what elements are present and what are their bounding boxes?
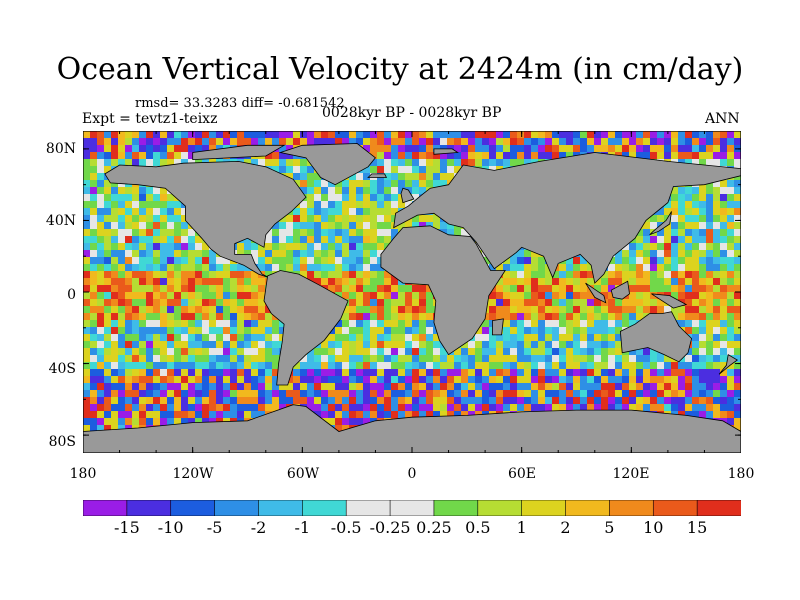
colorbar [83,500,741,516]
lon-label-0: 0 [407,466,417,482]
land-eurasia [393,152,741,284]
land-iceland [367,173,388,178]
ocean-velocity-map [83,131,741,453]
land-indonesia-2 [610,280,630,300]
land-new-guinea [651,293,688,309]
land-australia [619,311,693,363]
experiment-label: Expt = tevtz1-teixz [82,111,218,127]
lon-label-120w: 120W [172,466,214,482]
land-masses [83,143,741,453]
colorbar-swatch [170,500,216,516]
colorbar-label: 1 [516,518,527,537]
colorbar-swatch [126,500,172,516]
colorbar-swatch [258,500,303,516]
colorbar-swatch [302,500,347,516]
axis-ticks [83,131,741,453]
colorbar-swatch [433,500,479,516]
colorbar-label: 15 [686,518,708,537]
rmsd-diff-stats: rmsd= 33.3283 diff= -0.681542 [135,96,345,111]
colorbar-swatch [565,500,610,516]
land-svalbard [433,148,459,155]
lat-label-80n: 80N [45,141,76,157]
lon-label-60e: 60E [507,466,537,482]
colorbar-swatch [345,500,391,516]
colorbar-label: 0.25 [416,518,452,537]
colorbar-label: -0.25 [369,518,411,537]
colorbar-label: 0.5 [465,518,491,537]
lon-label-180w: 180 [69,466,97,482]
land-antarctica [83,404,741,453]
land-greenland [278,143,376,186]
colorbar-label: -1 [294,518,311,537]
colorbar-swatch [477,500,523,516]
land-new-zealand [718,353,739,375]
land-indonesia-1 [585,282,607,304]
colorbar-label: 5 [604,518,615,537]
lat-label-0: 0 [67,287,76,303]
colorbar-label: -5 [206,518,223,537]
colorbar-swatch [83,500,128,516]
period-label: 0028kyr BP - 0028kyr BP [322,105,502,121]
colorbar-swatch [521,500,567,516]
colorbar-label: 2 [560,518,571,537]
colorbar-swatch [214,500,260,516]
land-arctic-islands [192,144,286,161]
land-madagascar [491,318,504,336]
lat-label-40s: 40S [48,361,76,377]
land-south-america [263,270,349,386]
season-label: ANN [705,111,740,127]
colorbar-swatch [652,500,698,516]
colorbar-swatch [609,500,654,516]
land-north-america [104,160,307,279]
map-title: Ocean Vertical Velocity at 2424m (in cm/… [56,52,744,87]
lon-label-60w: 60W [286,466,320,482]
land-uk [400,187,415,204]
colorbar-label: 10 [643,518,664,537]
colorbar-swatch [696,500,741,516]
land-japan [649,211,672,236]
colorbar-label: -2 [250,518,267,537]
lat-label-40n: 40N [45,213,76,229]
lat-label-80s: 80S [48,434,76,450]
land-africa [380,225,506,356]
lon-label-180e: 180 [727,466,755,482]
colorbar-swatch [389,500,435,516]
colorbar-label: -15 [114,518,140,537]
colorbar-label: -0.5 [330,518,362,537]
colorbar-label: -10 [157,518,184,537]
lon-label-120e: 120E [612,466,650,482]
